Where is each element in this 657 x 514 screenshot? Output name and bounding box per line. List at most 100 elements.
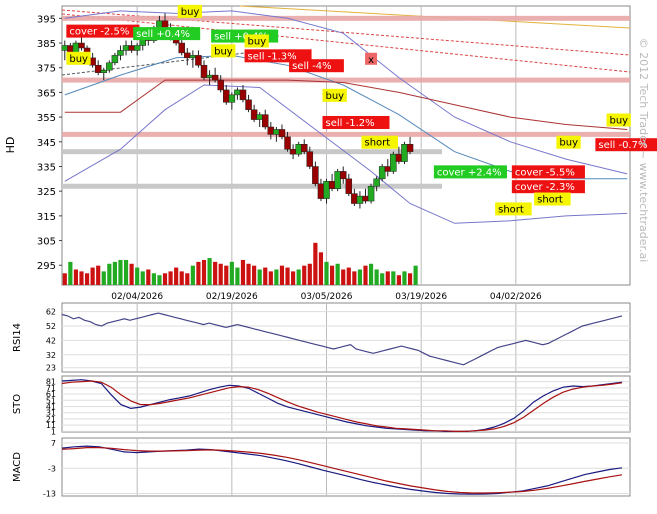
volume-bar bbox=[285, 267, 290, 285]
support-band bbox=[62, 183, 442, 189]
volume-bar bbox=[79, 271, 84, 285]
x-marker-bg bbox=[365, 52, 378, 65]
indicator-tick-label: 71 bbox=[46, 384, 56, 393]
candle-body bbox=[256, 114, 263, 120]
candle-body bbox=[339, 171, 347, 180]
candle-body bbox=[289, 148, 297, 155]
volume-bar bbox=[279, 265, 285, 285]
volume-bar bbox=[240, 259, 246, 285]
volume-bar bbox=[396, 275, 401, 285]
signal-label: cover +2.4% bbox=[437, 167, 502, 178]
panel-frame-rsi bbox=[61, 302, 631, 373]
candle-body bbox=[178, 42, 185, 54]
volume-bar bbox=[101, 271, 106, 285]
candle-body bbox=[312, 166, 319, 185]
signal-label-bg bbox=[511, 180, 585, 194]
volume-bar bbox=[179, 271, 184, 285]
signal-label-bg bbox=[211, 44, 236, 58]
candle-body bbox=[78, 42, 85, 49]
indicator-tick-label: 23 bbox=[46, 364, 56, 373]
volume-bar bbox=[146, 269, 151, 285]
indicator-tick-label: 21 bbox=[46, 415, 56, 424]
volume-bar bbox=[73, 269, 79, 285]
indicator-line-sto bbox=[61, 380, 623, 432]
signal-label: short bbox=[537, 195, 563, 206]
volume-bar bbox=[218, 263, 223, 285]
indicator-axis-label: RSI14 bbox=[12, 323, 23, 352]
volume-bar bbox=[335, 263, 340, 285]
candle-body bbox=[106, 62, 113, 71]
candle-body bbox=[317, 183, 325, 199]
indicator-tick-label: 1 bbox=[51, 427, 56, 436]
signal-label: buy bbox=[214, 46, 233, 57]
indicator-tick-label: 7 bbox=[51, 439, 56, 448]
y-tick-label: 395 bbox=[37, 14, 56, 25]
volume-bar bbox=[224, 265, 229, 285]
resistance-band bbox=[62, 15, 630, 21]
ticker-axis-label: HD bbox=[4, 137, 17, 154]
resistance-band bbox=[62, 131, 630, 137]
volume-bar bbox=[229, 261, 234, 285]
candle-body bbox=[211, 74, 219, 81]
signal-label: cover -5.5% bbox=[515, 167, 575, 178]
signal-label-bg bbox=[361, 135, 398, 149]
y-tick-label: 295 bbox=[37, 261, 56, 272]
indicator-tick-label: 51 bbox=[46, 396, 56, 405]
candle-body bbox=[295, 144, 302, 155]
volume-bar bbox=[385, 271, 390, 285]
y-tick-label: 315 bbox=[37, 212, 56, 223]
volume-bar bbox=[123, 259, 129, 285]
volume-bar bbox=[313, 242, 318, 285]
candle-body bbox=[245, 99, 252, 110]
volume-bar bbox=[324, 261, 329, 285]
indicator-tick-label: 31 bbox=[46, 409, 56, 418]
volume-bar bbox=[307, 263, 312, 285]
signal-label: sell -0.7% bbox=[598, 140, 647, 151]
candle-body bbox=[228, 94, 236, 103]
signal-label-bg bbox=[66, 24, 140, 38]
signal-label: sell -1.2% bbox=[326, 118, 375, 129]
volume-bar bbox=[84, 273, 90, 285]
signal-label-bg bbox=[534, 192, 571, 206]
signal-label: buy bbox=[326, 91, 345, 102]
volume-bar bbox=[196, 261, 201, 285]
candle-body bbox=[323, 181, 330, 199]
volume-bar bbox=[96, 265, 101, 285]
indicator-tick-label: 11 bbox=[46, 421, 56, 430]
candle-body bbox=[184, 52, 191, 59]
panel-frame-sto bbox=[61, 375, 631, 433]
candle-body bbox=[133, 45, 141, 51]
indicator-tick-label: -13 bbox=[43, 489, 56, 498]
volume-bar bbox=[107, 263, 112, 285]
volume-bar bbox=[68, 261, 73, 285]
candle-body bbox=[200, 65, 208, 78]
candle-body bbox=[367, 185, 375, 202]
candle-body bbox=[362, 195, 369, 202]
candle-body bbox=[223, 89, 230, 103]
support-band bbox=[62, 149, 442, 155]
candle-body bbox=[306, 151, 314, 167]
candle-body bbox=[128, 45, 135, 51]
indicator-tick-label: 52 bbox=[46, 322, 56, 331]
x-tick-label: 02/19/2026 bbox=[206, 292, 258, 302]
signal-label: buy bbox=[610, 116, 629, 127]
volume-bar bbox=[274, 269, 279, 285]
volume-bar bbox=[112, 261, 117, 285]
volume-bar bbox=[151, 273, 156, 285]
volume-bar bbox=[296, 269, 301, 285]
candle-body bbox=[250, 109, 258, 120]
volume-bar bbox=[190, 265, 195, 285]
x-marker-label: x bbox=[368, 55, 374, 66]
x-tick-label: 03/19/2026 bbox=[395, 292, 447, 302]
signal-label-bg bbox=[244, 34, 269, 48]
x-tick-label: 02/04/2026 bbox=[111, 292, 163, 302]
signal-label: short bbox=[498, 204, 524, 215]
candle-body bbox=[328, 181, 336, 189]
candle-body bbox=[273, 129, 280, 135]
volume-bar bbox=[213, 261, 218, 285]
signal-label-bg bbox=[606, 113, 631, 127]
volume-bar bbox=[329, 265, 335, 285]
volume-bar bbox=[157, 275, 162, 285]
volume-bar bbox=[268, 271, 273, 285]
watermark: © 2012 Tech Trader ~ www.techtrader.ai bbox=[637, 38, 650, 263]
